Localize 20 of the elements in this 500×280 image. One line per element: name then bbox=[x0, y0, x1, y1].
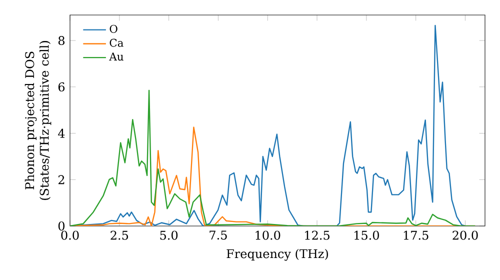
line-series bbox=[70, 90, 476, 226]
x-tick-label: 0.0 bbox=[61, 230, 79, 240]
y-axis-title: Phonon projected DOS (States/THz·primitive cell) bbox=[24, 41, 52, 200]
x-tick-label: 20.0 bbox=[452, 230, 478, 240]
y-tick-label: 8 bbox=[58, 36, 64, 46]
y-tick-label: 2 bbox=[58, 175, 64, 184]
y-tick-label: 0 bbox=[58, 221, 64, 231]
x-axis-title: Frequency (THz) bbox=[226, 248, 328, 261]
legend-label: Ca bbox=[110, 38, 124, 47]
legend-label: Au bbox=[109, 52, 124, 61]
x-tick-label: 5.0 bbox=[160, 230, 178, 240]
x-tick-label: 10.0 bbox=[256, 230, 280, 240]
x-tick-label: 15.0 bbox=[354, 230, 379, 240]
y-tick-label: 4 bbox=[58, 128, 65, 138]
x-tick-label: 7.5 bbox=[210, 230, 227, 240]
x-tick-label: 17.5 bbox=[404, 230, 428, 240]
y-tick-label: 6 bbox=[58, 82, 65, 92]
x-tick-label: 12.5 bbox=[305, 230, 330, 240]
x-tick-label: 2.5 bbox=[110, 230, 128, 240]
legend-label: O bbox=[110, 24, 118, 33]
